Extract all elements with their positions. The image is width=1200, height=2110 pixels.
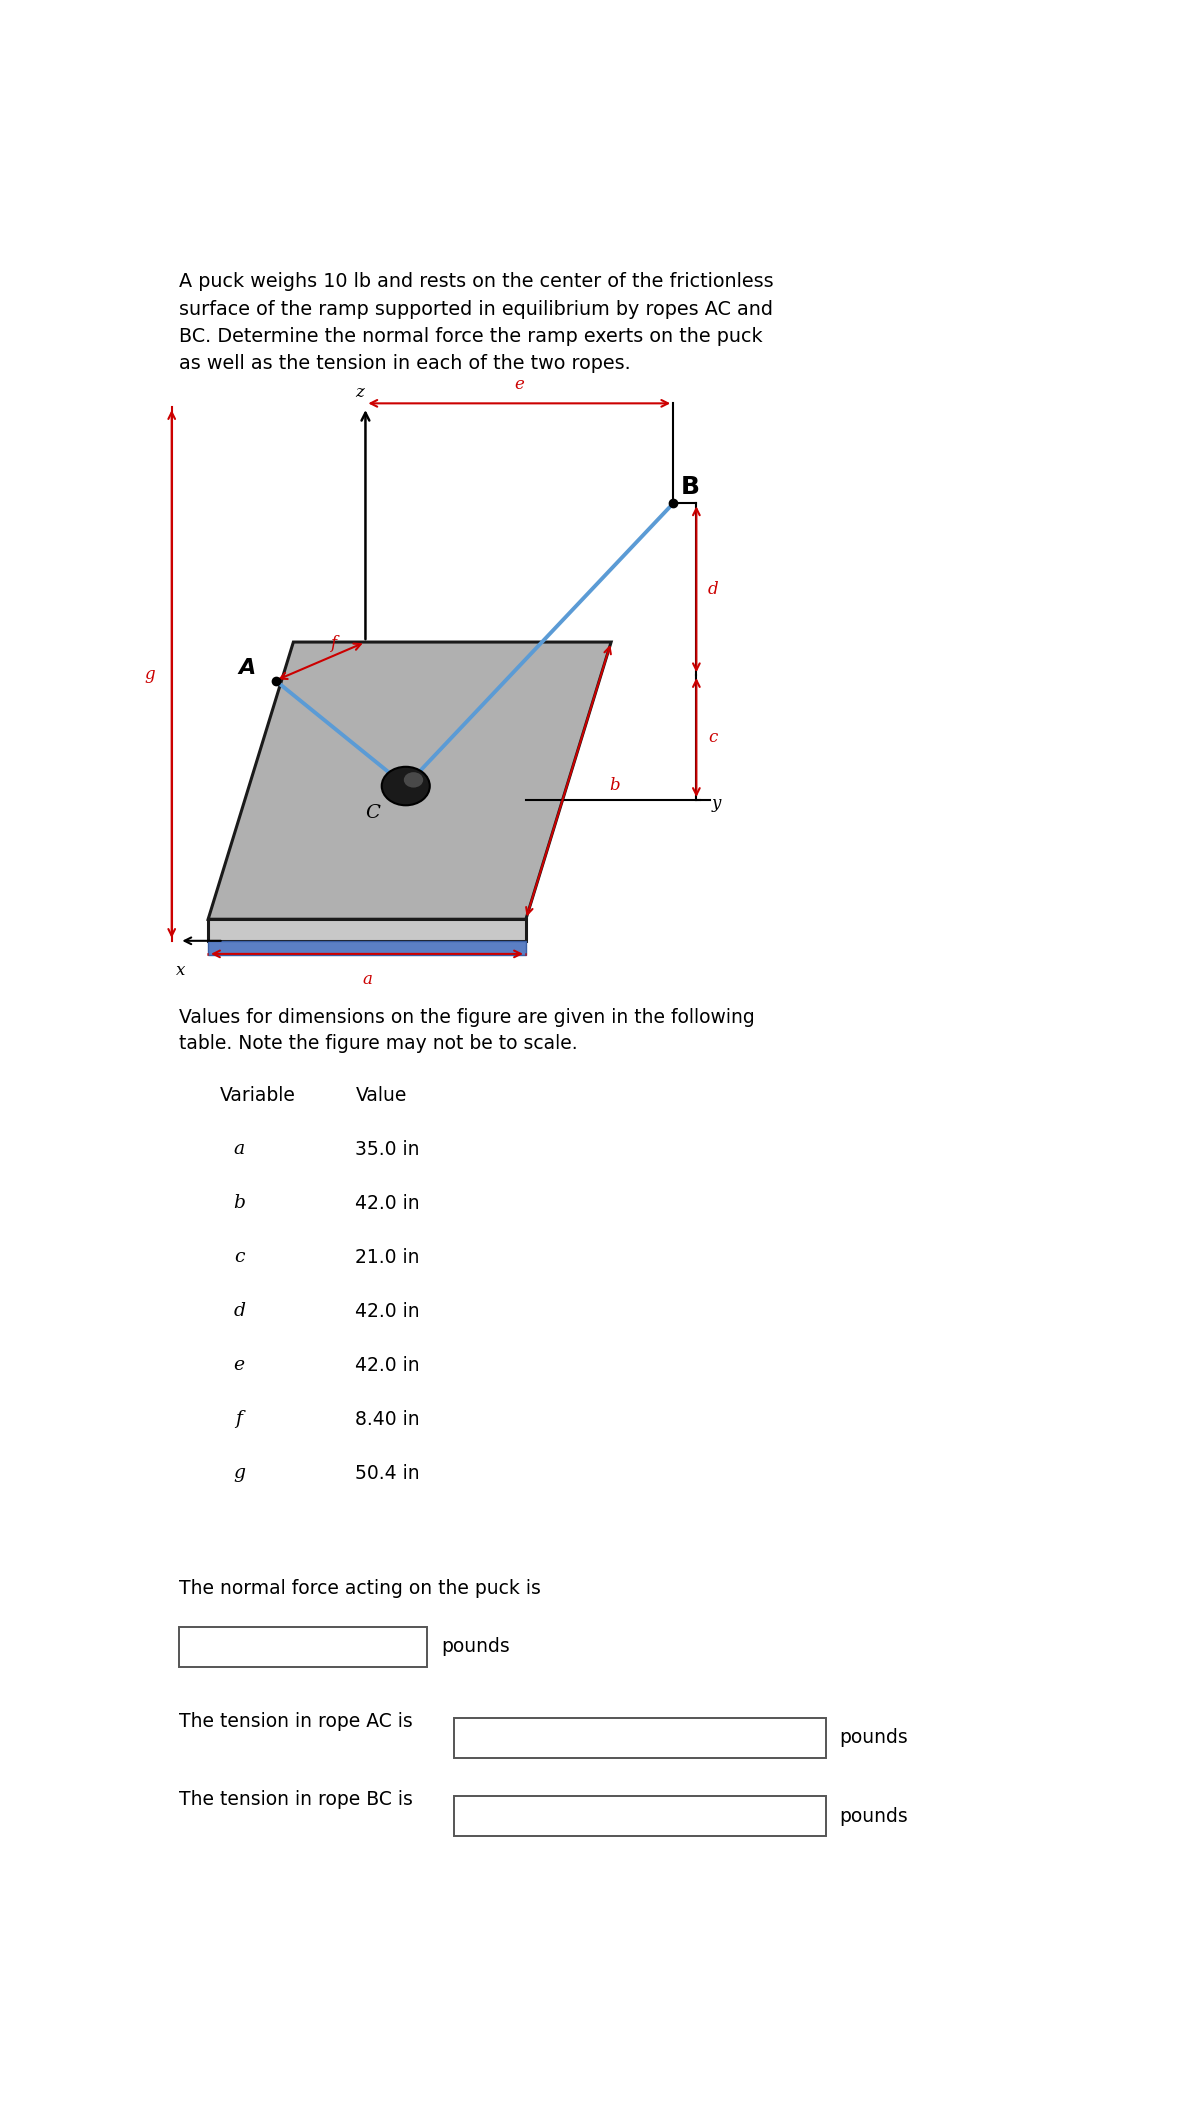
- Text: b: b: [233, 1194, 245, 1211]
- Text: g: g: [144, 665, 155, 682]
- Text: 42.0 in: 42.0 in: [355, 1357, 420, 1376]
- Text: C: C: [366, 804, 380, 823]
- Text: d: d: [708, 580, 719, 597]
- Text: The tension in rope BC is: The tension in rope BC is: [180, 1789, 413, 1808]
- Text: z: z: [355, 384, 364, 401]
- Text: 50.4 in: 50.4 in: [355, 1464, 420, 1483]
- Text: f: f: [235, 1409, 242, 1428]
- Text: The normal force acting on the puck is: The normal force acting on the puck is: [180, 1578, 541, 1597]
- Ellipse shape: [382, 766, 430, 806]
- Text: y: y: [712, 795, 721, 812]
- Text: x: x: [175, 962, 185, 979]
- Text: e: e: [234, 1357, 245, 1374]
- Text: a: a: [234, 1139, 245, 1158]
- Text: f: f: [330, 635, 336, 652]
- Text: pounds: pounds: [840, 1728, 908, 1747]
- FancyBboxPatch shape: [180, 1627, 427, 1667]
- Text: 42.0 in: 42.0 in: [355, 1194, 420, 1213]
- FancyBboxPatch shape: [454, 1796, 826, 1836]
- Text: A puck weighs 10 lb and rests on the center of the frictionless
surface of the r: A puck weighs 10 lb and rests on the cen…: [180, 272, 774, 373]
- Text: A: A: [239, 658, 256, 679]
- Text: Values for dimensions on the figure are given in the following
table. Note the f: Values for dimensions on the figure are …: [180, 1009, 755, 1053]
- Text: 21.0 in: 21.0 in: [355, 1247, 420, 1266]
- Text: d: d: [233, 1302, 245, 1321]
- Polygon shape: [208, 920, 526, 941]
- Text: Value: Value: [355, 1087, 407, 1106]
- Text: pounds: pounds: [840, 1806, 908, 1825]
- Text: c: c: [234, 1247, 245, 1266]
- Text: c: c: [708, 730, 718, 747]
- Text: 42.0 in: 42.0 in: [355, 1302, 420, 1321]
- Polygon shape: [208, 641, 611, 920]
- Text: a: a: [362, 971, 372, 987]
- Ellipse shape: [404, 772, 424, 787]
- Polygon shape: [208, 941, 526, 954]
- Text: 35.0 in: 35.0 in: [355, 1139, 420, 1158]
- Text: Variable: Variable: [220, 1087, 295, 1106]
- Text: g: g: [233, 1464, 245, 1481]
- Text: The tension in rope AC is: The tension in rope AC is: [180, 1711, 413, 1730]
- Text: e: e: [515, 376, 524, 392]
- Text: pounds: pounds: [442, 1637, 510, 1656]
- Text: b: b: [608, 776, 619, 793]
- Text: 8.40 in: 8.40 in: [355, 1409, 420, 1428]
- Text: B: B: [680, 475, 700, 500]
- FancyBboxPatch shape: [454, 1718, 826, 1758]
